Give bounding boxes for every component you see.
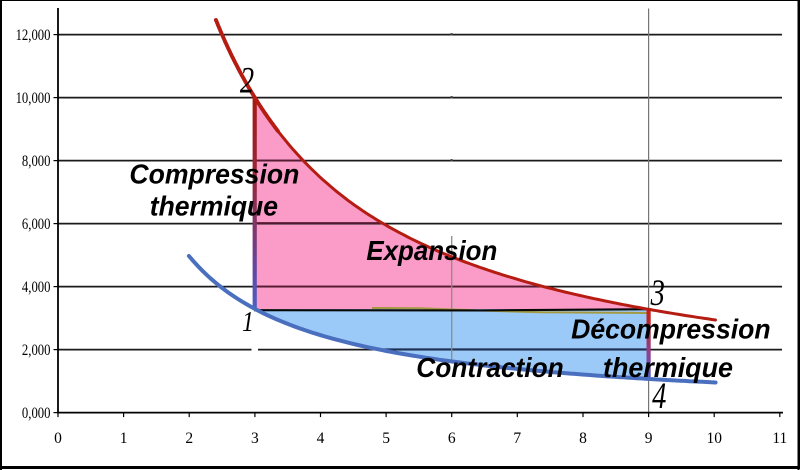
svg-text:3: 3 (650, 274, 665, 314)
svg-text:7: 7 (513, 430, 521, 447)
svg-text:1: 1 (242, 305, 254, 338)
svg-text:4: 4 (317, 430, 325, 447)
svg-text:8: 8 (579, 430, 587, 447)
svg-text:0: 0 (54, 430, 62, 447)
svg-text:2,000: 2,000 (22, 342, 51, 359)
svg-text:11: 11 (772, 430, 787, 447)
svg-text:10,000: 10,000 (16, 90, 51, 107)
svg-text:4: 4 (652, 377, 666, 417)
svg-text:4,000: 4,000 (22, 279, 51, 296)
svg-text:Décompression: Décompression (571, 313, 770, 345)
svg-text:2: 2 (185, 430, 193, 447)
svg-text:3: 3 (251, 430, 259, 447)
svg-text:1: 1 (120, 430, 128, 447)
svg-text:12,000: 12,000 (16, 27, 51, 44)
svg-text:10: 10 (706, 430, 722, 447)
svg-text:Compression: Compression (129, 158, 299, 190)
svg-text:9: 9 (645, 430, 653, 447)
svg-text:2: 2 (240, 61, 254, 101)
svg-text:Contraction: Contraction (416, 351, 563, 383)
svg-text:6,000: 6,000 (22, 216, 51, 233)
svg-text:Expansion: Expansion (366, 235, 497, 266)
svg-text:thermique: thermique (150, 190, 278, 222)
svg-text:thermique: thermique (603, 351, 733, 383)
svg-text:8,000: 8,000 (22, 153, 51, 170)
svg-text:6: 6 (448, 430, 456, 447)
svg-text:0,000: 0,000 (22, 405, 51, 422)
svg-text:5: 5 (382, 430, 390, 447)
